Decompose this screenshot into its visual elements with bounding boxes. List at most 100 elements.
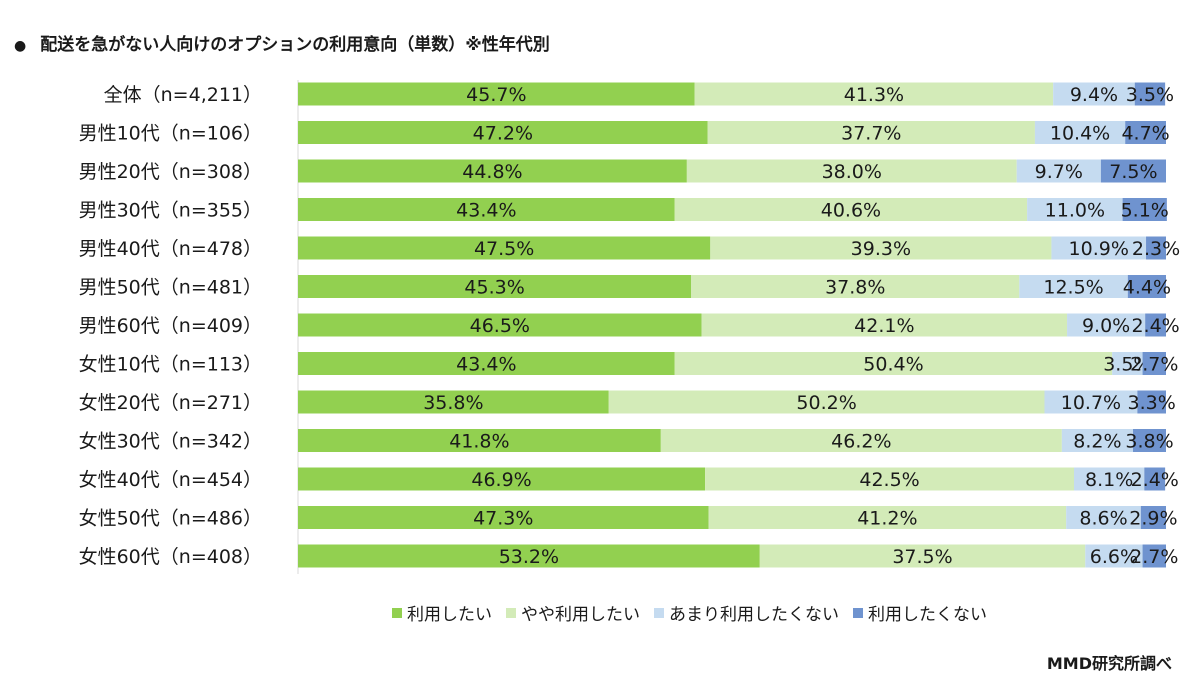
legend-item: やや利用したい <box>506 600 640 625</box>
category-label: 女性20代（n=271） <box>79 392 262 414</box>
bar-segment <box>1100 159 1166 183</box>
data-label: 46.2% <box>831 431 891 453</box>
bar-segment <box>298 82 695 106</box>
data-label: 47.5% <box>474 238 534 260</box>
bar-segment <box>710 236 1052 260</box>
category-label: 男性10代（n=106） <box>79 123 262 145</box>
category-label: 女性40代（n=454） <box>79 469 262 491</box>
bar-segment <box>298 544 760 568</box>
data-label: 42.5% <box>859 469 919 491</box>
data-label: 12.5% <box>1043 277 1103 299</box>
legend-item: 利用したくない <box>853 600 987 625</box>
bar-segment <box>1016 159 1101 183</box>
data-label: 37.8% <box>825 277 885 299</box>
data-label: 45.3% <box>464 277 524 299</box>
bar-segment <box>1019 275 1128 298</box>
data-label: 45.7% <box>466 84 526 106</box>
bar-segment <box>298 467 706 491</box>
legend-swatch <box>392 607 402 618</box>
bar-segment <box>691 275 1020 298</box>
bar-segment <box>1142 544 1166 568</box>
data-label: 4.7% <box>1121 123 1169 145</box>
bar-segment <box>1061 429 1134 452</box>
bar-segment <box>298 159 687 183</box>
data-label: 42.1% <box>854 315 914 337</box>
bar-segment <box>1027 198 1123 221</box>
data-label: 6.6% <box>1090 546 1138 568</box>
title-text: 配送を急がない人向けのオプションの利用意向（単数）※性年代別 <box>40 35 550 55</box>
data-label: 10.7% <box>1061 392 1121 414</box>
data-label: 11.0% <box>1045 200 1105 222</box>
bar-segment <box>674 198 1028 221</box>
legend-swatch <box>654 607 664 618</box>
bar-segment <box>298 352 675 375</box>
data-label: 46.5% <box>470 315 530 337</box>
data-label: 2.7% <box>1130 546 1178 568</box>
source-note: MMD研究所調べ <box>1046 654 1172 673</box>
data-label: 7.5% <box>1109 161 1157 183</box>
data-label: 39.3% <box>851 238 911 260</box>
data-label: 9.4% <box>1070 84 1118 106</box>
bar-segment <box>1034 121 1126 144</box>
stacked-bar-chart: 全体（n=4,211） 45.7% 41.3% 9.4% 3.5% 男性10代（n=106… <box>79 80 1180 574</box>
legend-label: やや利用したい <box>521 605 640 625</box>
data-label: 2.9% <box>1129 508 1177 530</box>
bar-segment <box>1085 544 1143 568</box>
data-label: 46.9% <box>471 469 531 491</box>
bar-segment <box>1134 82 1166 106</box>
data-label: 9.7% <box>1035 161 1083 183</box>
data-label: 2.3% <box>1132 238 1180 260</box>
data-label: 3.3% <box>1128 392 1176 414</box>
legend-item: 利用したい <box>392 600 492 625</box>
data-label: 47.2% <box>473 123 533 145</box>
data-label: 35.8% <box>423 392 483 414</box>
data-label: 47.3% <box>473 508 533 530</box>
data-label: 9.0% <box>1082 315 1130 337</box>
bar-segment <box>759 544 1086 568</box>
data-label: 10.4% <box>1050 123 1110 145</box>
data-label: 37.7% <box>841 123 901 145</box>
category-label: 女性60代（n=408） <box>79 546 262 568</box>
category-label: 男性20代（n=308） <box>79 161 262 183</box>
data-label: 41.3% <box>844 84 904 106</box>
bar-segment <box>1140 506 1166 529</box>
data-label: 37.5% <box>892 546 952 568</box>
chart-title: ● 配送を急がない人向けのオプションの利用意向（単数）※性年代別 <box>14 30 550 55</box>
bar-segment <box>1146 236 1166 260</box>
data-label: 50.2% <box>796 392 856 414</box>
bar-segment <box>298 275 692 298</box>
data-label: 8.2% <box>1073 431 1121 453</box>
bar-segment <box>298 429 661 452</box>
bar-segment <box>674 352 1113 375</box>
data-label: 50.4% <box>863 354 923 376</box>
data-label: 3.8% <box>1125 431 1173 453</box>
bar-segment <box>705 467 1074 491</box>
data-label: 44.8% <box>462 161 522 183</box>
data-label: 10.9% <box>1069 238 1129 260</box>
bar-segment <box>1133 429 1166 452</box>
data-label: 43.4% <box>456 354 516 376</box>
category-label: 男性40代（n=478） <box>79 238 262 260</box>
bar-segment <box>701 313 1068 337</box>
bar-segment <box>298 506 709 529</box>
data-label: 38.0% <box>822 161 882 183</box>
data-label: 2.4% <box>1131 315 1179 337</box>
category-label: 全体（n=4,211） <box>104 84 262 106</box>
data-label: 53.2% <box>499 546 559 568</box>
bar-segment <box>1044 390 1138 414</box>
category-label: 男性60代（n=409） <box>79 315 262 337</box>
bar-segment <box>1066 506 1141 529</box>
bar-segment <box>298 313 702 337</box>
bar-segment <box>1125 121 1166 144</box>
data-label: 43.4% <box>456 200 516 222</box>
bar-segment <box>707 121 1035 144</box>
bar-segment <box>1145 313 1166 337</box>
bar-segment <box>708 506 1067 529</box>
bar-segment <box>660 429 1062 452</box>
bar-segment <box>1053 82 1135 106</box>
bar-segment <box>608 390 1045 414</box>
bar-segment <box>1142 352 1166 375</box>
bar-segment <box>686 159 1017 183</box>
category-label: 男性30代（n=355） <box>79 200 262 222</box>
legend-swatch <box>853 607 863 618</box>
